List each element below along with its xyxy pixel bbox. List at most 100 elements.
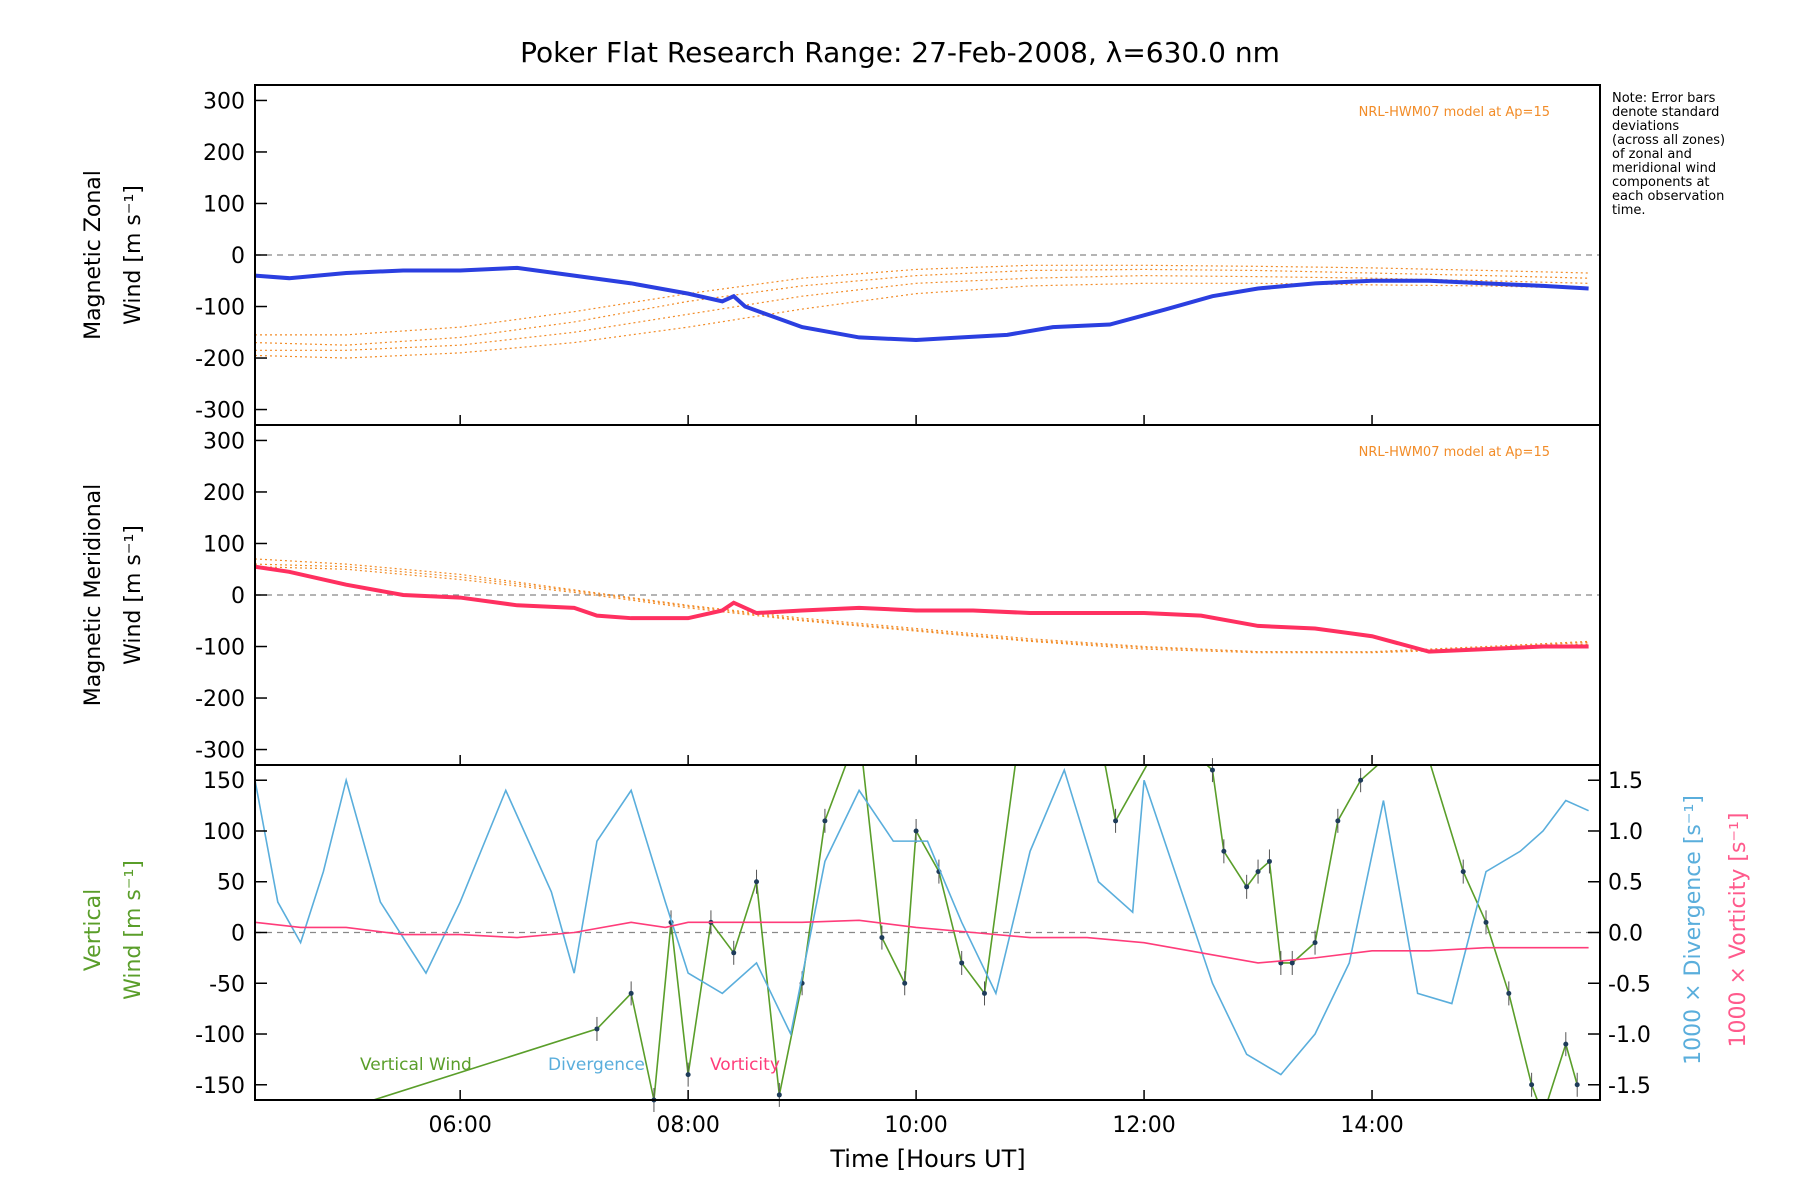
data-point [1483, 919, 1489, 925]
vertical-ylabel-line2: Wind [m s⁻¹] [121, 860, 146, 1000]
y-tick-label: -150 [195, 1074, 245, 1099]
x-axis-label: Time [Hours UT] [829, 1145, 1025, 1173]
legend-vertical-wind: Vertical Wind [360, 1055, 472, 1075]
series-line-vorticity [255, 919, 1589, 964]
data-point [822, 818, 828, 824]
data-point [685, 1072, 691, 1078]
x-tick-label: 08:00 [656, 1113, 719, 1138]
data-point [594, 1026, 600, 1032]
data-point [1335, 818, 1341, 824]
right-y-tick-label: 0.0 [1608, 922, 1643, 947]
series-line-0 [255, 265, 1589, 343]
data-point [731, 950, 737, 956]
y-tick-label: 300 [203, 89, 245, 114]
data-point [776, 1092, 782, 1098]
y-tick-label: -100 [195, 636, 245, 661]
y-tick-label: 0 [231, 584, 245, 609]
series-line-0 [255, 564, 1589, 654]
zonal-model-label: NRL-HWM07 model at Ap=15 [1359, 105, 1550, 120]
data-point [1221, 848, 1227, 854]
data-point [1312, 940, 1318, 946]
y-tick-label: 300 [203, 429, 245, 454]
series-line-divergence [255, 767, 1589, 1076]
data-point [879, 935, 885, 941]
y-tick-label: -100 [195, 1023, 245, 1048]
note-line: of zonal and [1612, 147, 1692, 162]
y-tick-label: 100 [203, 192, 245, 217]
y-tick-label: -200 [195, 687, 245, 712]
y-tick-label: 0 [231, 922, 245, 947]
data-point [1460, 869, 1466, 875]
meridional-model-label: NRL-HWM07 model at Ap=15 [1359, 445, 1550, 460]
y-tick-label: 50 [217, 871, 245, 896]
y-tick-label: 0 [231, 244, 245, 269]
note-line: each observation [1612, 189, 1725, 204]
note-line: Note: Error bars [1612, 91, 1716, 106]
zonal-ylabel-line1: Magnetic Zonal [81, 170, 106, 340]
data-point [1506, 990, 1512, 996]
y-tick-label: -50 [209, 972, 245, 997]
data-point [981, 990, 987, 996]
data-point [1289, 960, 1295, 966]
y-tick-label: 200 [203, 141, 245, 166]
note-line: components at [1612, 175, 1710, 190]
x-tick-label: 12:00 [1112, 1113, 1175, 1138]
note-line: time. [1612, 203, 1646, 218]
right-y-tick-label: 1.5 [1608, 769, 1643, 794]
panel-meridional: -300 -200 -100 0 100 200 300 [195, 424, 1601, 766]
right-y-tick-label: 1.0 [1608, 820, 1643, 845]
data-point [1209, 767, 1215, 773]
x-tick-label: 10:00 [884, 1113, 947, 1138]
data-point [1574, 1082, 1580, 1088]
data-point [1255, 869, 1261, 875]
error-bar-note: Note: Error bars denote standard deviation… [1612, 92, 1792, 218]
panel-zonal: -300 -200 -100 0 100 200 300 [195, 84, 1601, 426]
y-tick-label: 150 [203, 769, 245, 794]
x-tick-label: 06:00 [428, 1113, 491, 1138]
right-y-tick-label: -1.5 [1608, 1074, 1651, 1099]
model-curve-0 [255, 558, 1589, 653]
data-point [1563, 1041, 1569, 1047]
model-curve-0 [255, 268, 1589, 346]
model-curve-2 [255, 563, 1589, 653]
chart-title: Poker Flat Research Range: 27-Feb-2008, … [520, 36, 1280, 69]
divergence-axis-label: 1000 × Divergence [s⁻¹] [1681, 795, 1706, 1065]
vertical-ylabel-line1: Vertical [81, 889, 106, 971]
data-point [1358, 777, 1364, 783]
right-y-tick-label: 0.5 [1608, 871, 1643, 896]
legend-vorticity: Vorticity [710, 1055, 780, 1075]
legend-divergence: Divergence [548, 1055, 645, 1075]
model-curve-2 [255, 282, 1589, 359]
x-tick-label: 14:00 [1340, 1113, 1403, 1138]
right-y-tick-label: -0.5 [1608, 972, 1651, 997]
note-line: (across all zones) [1612, 133, 1726, 148]
model-curve-1 [255, 275, 1589, 351]
data-point [1113, 818, 1119, 824]
data-point [1529, 1082, 1535, 1088]
x-axis: 06:00 08:00 10:00 12:00 14:00 [428, 415, 1404, 1138]
data-point [1266, 858, 1272, 864]
y-tick-label: -300 [195, 399, 245, 424]
data-point [902, 980, 908, 986]
meridional-ylabel-line1: Magnetic Meridional [81, 484, 106, 706]
data-point [913, 828, 919, 834]
note-line: denote standard [1612, 105, 1720, 120]
note-line: meridional wind [1612, 161, 1717, 176]
series-line-vertical-wind [370, 765, 1578, 1100]
note-line: deviations [1612, 119, 1680, 134]
panel-vertical: -150 -100 -50 0 50 100 150 -1.5 -1.0 -0.5 0.0 0.5 1.… [195, 758, 1651, 1112]
y-tick-label: 200 [203, 481, 245, 506]
y-tick-label: 100 [203, 820, 245, 845]
y-tick-label: -100 [195, 296, 245, 321]
meridional-ylabel-line2: Wind [m s⁻¹] [121, 525, 146, 665]
y-tick-label: -300 [195, 739, 245, 764]
right-y-tick-label: -1.0 [1608, 1023, 1651, 1048]
y-tick-label: 100 [203, 532, 245, 557]
y-tick-label: -200 [195, 347, 245, 372]
model-curve-3 [255, 264, 1589, 336]
vorticity-axis-label: 1000 × Vorticity [s⁻¹] [1726, 813, 1751, 1048]
zonal-ylabel-line2: Wind [m s⁻¹] [121, 185, 146, 325]
data-point [754, 879, 760, 885]
data-point [628, 990, 634, 996]
